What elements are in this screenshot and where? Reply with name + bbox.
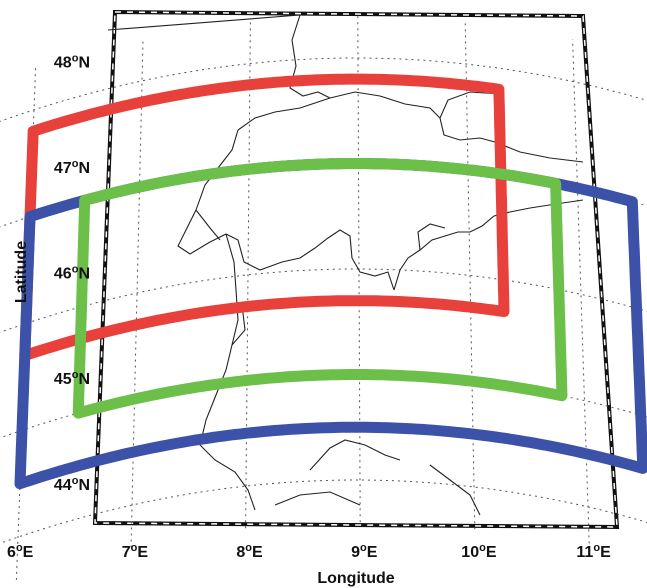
latitude-tick-labels: 44oN 45oN 46oN 47oN 48oN	[54, 53, 90, 494]
latitude-tick-label: 45oN	[54, 369, 90, 388]
meridian-line	[357, 15, 361, 523]
longitude-tick-label: 8oE	[236, 542, 263, 561]
y-axis-label: Latitude	[13, 241, 30, 303]
latitude-tick-label: 48oN	[54, 53, 90, 72]
map-frame	[92, 9, 620, 530]
domain-box-3	[72, 158, 568, 419]
longitude-tick-label: 11oE	[576, 542, 611, 561]
longitude-tick-labels: 5oE6oE7oE8oE9oE10oE11oE12oE	[7, 542, 611, 561]
meridian-line	[245, 21, 251, 529]
parallel-line	[0, 479, 647, 544]
longitude-tick-label: 7oE	[122, 542, 149, 561]
country-borders	[107, 14, 584, 516]
latitude-tick-label: 46oN	[54, 264, 90, 283]
latitude-tick-label: 44oN	[54, 475, 90, 494]
parallel-line	[0, 268, 647, 333]
meridian-line	[572, 39, 590, 550]
x-axis-label: Longitude	[317, 570, 394, 587]
parallel-line	[0, 57, 647, 122]
domain-boxes	[14, 73, 647, 490]
latitude-tick-label: 47oN	[54, 158, 90, 177]
longitude-tick-label: 10oE	[461, 542, 497, 561]
meridian-line	[130, 38, 144, 548]
meridian-line	[464, 21, 476, 530]
longitude-tick-label: 6oE	[7, 542, 34, 561]
longitude-tick-label: 9oE	[351, 542, 378, 561]
